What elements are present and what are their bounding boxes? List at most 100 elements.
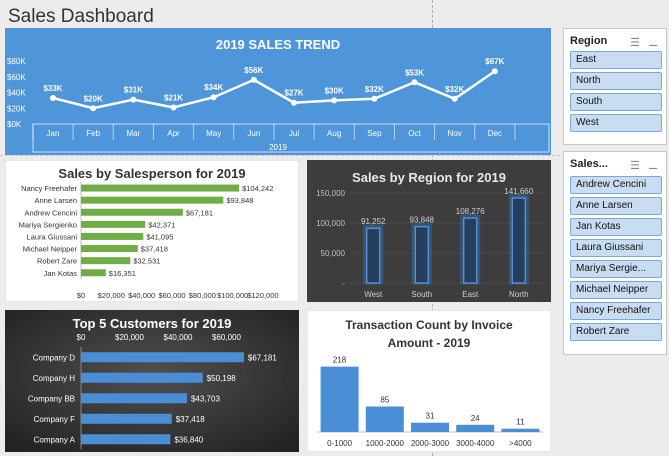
multi-select-icon[interactable]: ☰ (630, 160, 640, 172)
transaction-data-label: 31 (426, 412, 435, 421)
trend-y-tick-label: $20K (7, 104, 26, 113)
customers-data-label: $50,198 (207, 374, 236, 383)
region-slicer-header: Region (570, 35, 608, 47)
trend-data-label: $20K (84, 94, 103, 103)
salesperson-bar (81, 196, 224, 204)
trend-x-tick-label: Oct (408, 129, 421, 138)
transaction-bar (501, 428, 540, 432)
salesperson-slicer-item[interactable]: Mariya Sergie... (570, 260, 662, 278)
trend-data-label: $53K (405, 68, 424, 77)
trend-x-tick-label: Mar (126, 129, 140, 138)
clear-filter-icon[interactable]: ⚊ (648, 160, 658, 172)
transaction-data-label: 24 (471, 414, 480, 423)
trend-x-tick-label: Sep (367, 129, 382, 138)
customers-data-label: $43,703 (191, 394, 220, 403)
salesperson-x-tick-label: $0 (77, 291, 85, 300)
salesperson-x-tick-label: $80,000 (189, 291, 216, 300)
transaction-count-chart[interactable]: Transaction Count by Invoice Amount - 20… (307, 310, 551, 452)
salesperson-category-label: Andrew Cencini (24, 208, 77, 217)
salesperson-slicer-item[interactable]: Nancy Freehafer (570, 302, 662, 320)
salesperson-slicer-item[interactable]: Anne Larsen (570, 197, 662, 215)
salesperson-slicer-item[interactable]: Robert Zare (570, 323, 662, 341)
customers-svg: Top 5 Customers for 2019 $0 $20,000 $40,00… (5, 310, 299, 452)
customers-category-label: Company BB (28, 394, 75, 403)
region-slicer-item-north[interactable]: North (570, 72, 662, 90)
region-bar (511, 197, 526, 284)
customers-data-label: $37,418 (176, 415, 205, 424)
salesperson-data-label: $67,181 (186, 208, 213, 217)
trend-x-tick-label: Aug (327, 129, 341, 138)
salesperson-x-tick-label: $100,000 (217, 291, 248, 300)
trend-data-label: $33K (43, 84, 62, 93)
region-data-label: 91,252 (361, 217, 386, 226)
salesperson-svg: Sales by Salesperson for 2019 Nancy Free… (5, 160, 299, 302)
salesperson-bar (81, 220, 146, 228)
multi-select-icon[interactable]: ☰ (630, 37, 640, 49)
salesperson-category-label: Mariya Sergienko (19, 220, 77, 229)
region-chart[interactable]: Sales by Region for 2019 - 50,000 100,000 1… (307, 160, 551, 302)
trend-point (291, 99, 297, 106)
trend-point (130, 96, 137, 103)
region-x-tick-label: North (509, 290, 529, 299)
transaction-x-tick-label: >4000 (509, 439, 532, 448)
customers-chart[interactable]: Top 5 Customers for 2019 $0 $20,000 $40,00… (5, 310, 299, 452)
salesperson-category-label: Michael Neipper (23, 245, 78, 254)
salesperson-slicer[interactable]: Sales... ☰ ⚊ Andrew Cencini Anne Larsen J… (563, 151, 667, 355)
trend-data-label: $56K (244, 66, 263, 75)
trend-data-label: $34K (204, 83, 223, 92)
salesperson-data-label: $104,242 (242, 184, 273, 193)
customers-bar (81, 372, 203, 383)
customers-data-label: $67,181 (248, 353, 277, 362)
salesperson-chart[interactable]: Sales by Salesperson for 2019 Nancy Free… (5, 160, 299, 302)
region-y-tick-label: 50,000 (321, 249, 346, 258)
salesperson-bar (81, 257, 131, 265)
region-x-tick-label: South (411, 290, 432, 299)
trend-data-label: $21K (164, 93, 183, 102)
transaction-svg: Transaction Count by Invoice Amount - 20… (307, 310, 551, 452)
trend-series-line (52, 70, 496, 110)
transaction-bar (411, 422, 449, 432)
region-x-tick-label: West (364, 290, 383, 299)
trend-point (411, 79, 418, 86)
region-svg: Sales by Region for 2019 - 50,000 100,000 1… (307, 160, 551, 302)
sales-trend-chart[interactable]: 2019 SALES TREND 2019 $0K $20K $40K $60K $80… (5, 28, 551, 155)
region-slicer-item-east[interactable]: East (570, 51, 662, 69)
trend-x-tick-label: Dec (488, 129, 502, 138)
trend-data-label: $27K (284, 89, 303, 98)
page-break-horizontal (0, 155, 560, 156)
region-slicer-item-west[interactable]: West (570, 114, 662, 132)
transaction-x-tick-label: 2000-3000 (411, 439, 450, 448)
salesperson-data-label: $16,351 (109, 269, 136, 278)
region-data-label: 93,848 (410, 216, 435, 225)
customers-x-tick-label: $40,000 (164, 333, 193, 342)
salesperson-background (5, 160, 299, 302)
region-x-tick-label: East (462, 290, 479, 299)
trend-point (451, 95, 458, 102)
salesperson-bar (81, 245, 138, 253)
salesperson-slicer-item[interactable]: Michael Neipper (570, 281, 662, 299)
region-title: Sales by Region for 2019 (352, 170, 506, 185)
salesperson-data-label: $42,371 (148, 220, 175, 229)
salesperson-category-label: Laura Giussani (27, 232, 78, 241)
customers-data-label: $36,840 (174, 435, 203, 444)
trend-background (5, 28, 551, 155)
clear-filter-icon[interactable]: ⚊ (648, 37, 658, 49)
transaction-bar (320, 366, 359, 432)
salesperson-slicer-item[interactable]: Jan Kotas (570, 218, 662, 236)
transaction-x-tick-label: 3000-4000 (456, 439, 495, 448)
salesperson-x-tick-label: $120,000 (247, 291, 278, 300)
trend-point (371, 95, 378, 102)
salesperson-bar (81, 232, 144, 240)
salesperson-x-tick-label: $60,000 (158, 291, 185, 300)
region-bar (366, 227, 381, 284)
salesperson-data-label: $41,095 (146, 232, 173, 241)
salesperson-bar (81, 269, 106, 277)
customers-bar (81, 413, 172, 424)
region-slicer-item-south[interactable]: South (570, 93, 662, 111)
salesperson-slicer-item[interactable]: Laura Giussani (570, 239, 662, 257)
transaction-title-line1: Transaction Count by Invoice (345, 318, 513, 332)
region-slicer[interactable]: Region ☰ ⚊ East North South West (563, 28, 667, 145)
salesperson-slicer-item[interactable]: Andrew Cencini (570, 176, 662, 194)
trend-data-label: $31K (124, 86, 143, 95)
trend-point (210, 94, 217, 101)
